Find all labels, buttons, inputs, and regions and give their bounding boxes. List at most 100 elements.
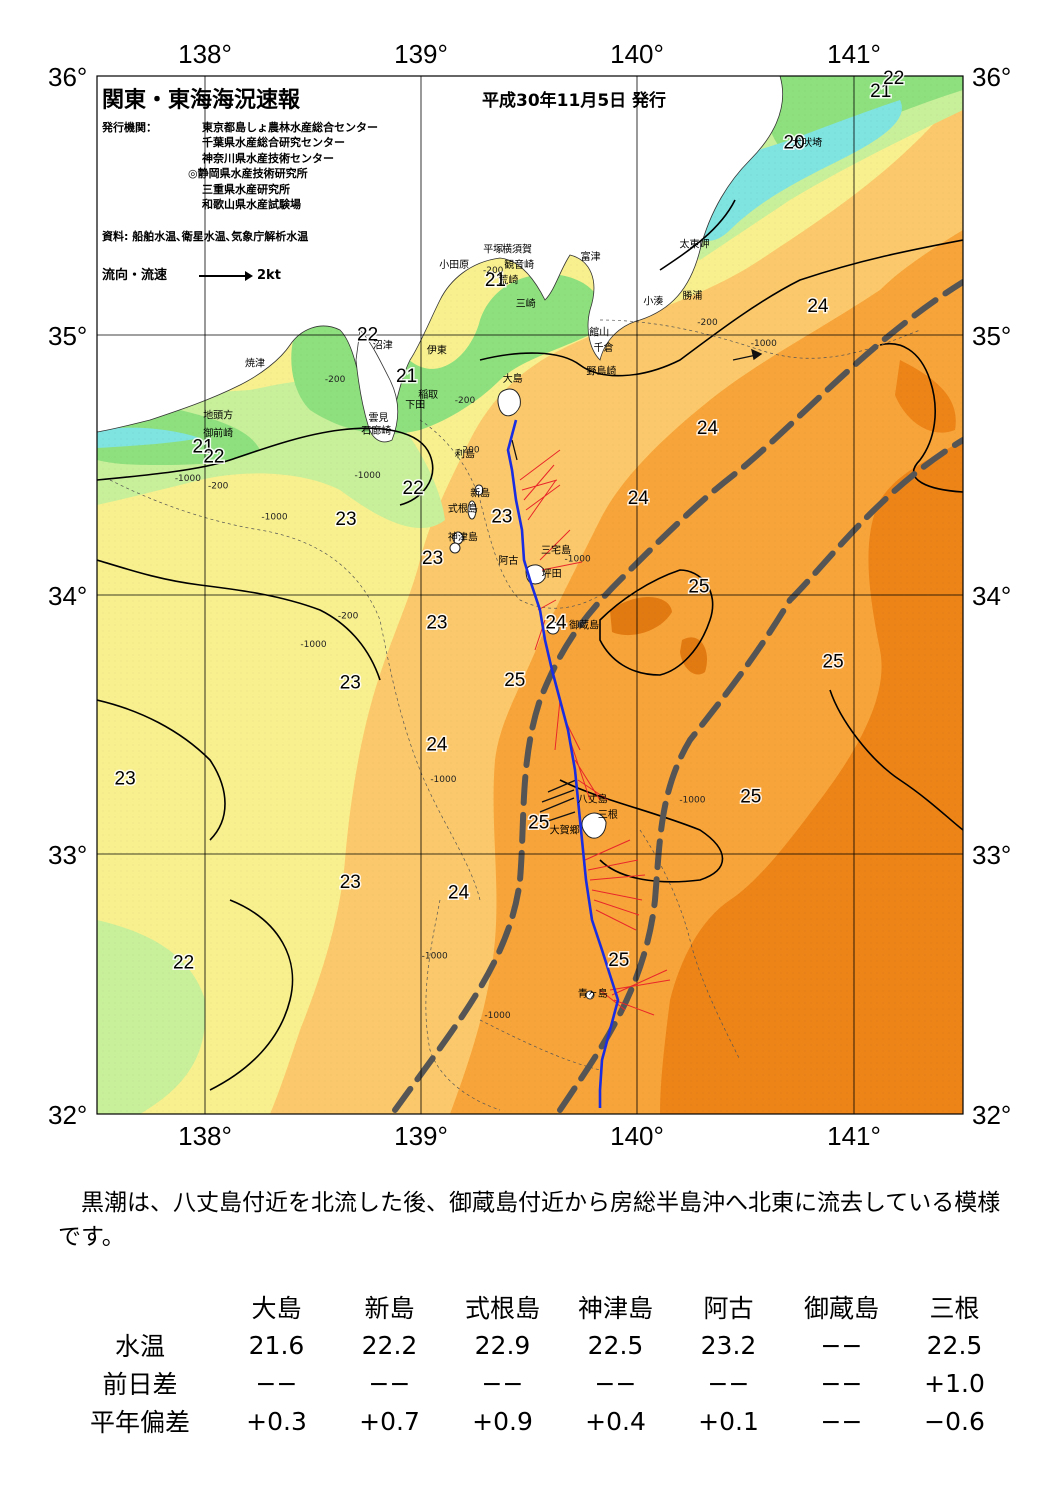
isotherm-label: 22 xyxy=(203,447,224,468)
lat-label: 34° xyxy=(972,581,1011,611)
place-name: 太東岬 xyxy=(680,237,710,250)
depth-label: -1000 xyxy=(422,951,448,961)
depth-label: -200 xyxy=(459,445,480,455)
depth-label: -1000 xyxy=(430,775,456,785)
place-name: 稲取 xyxy=(418,389,438,401)
place-name: 下田 xyxy=(405,400,425,411)
place-name: 阿古 xyxy=(498,554,518,567)
lat-label: 36° xyxy=(48,62,87,92)
lat-label: 32° xyxy=(972,1100,1011,1130)
island-kozushima xyxy=(449,542,461,554)
row-label: 平年偏差 xyxy=(89,1408,190,1437)
place-name: 大島 xyxy=(503,372,523,385)
depth-label: -200 xyxy=(455,396,476,406)
place-name: 雲見 xyxy=(369,412,389,424)
table-cell: 23.2 xyxy=(700,1330,757,1360)
place-name: 三崎 xyxy=(516,297,536,310)
lat-label: 35° xyxy=(48,321,87,351)
table-cell: 21.6 xyxy=(248,1330,305,1360)
lon-label: 139° xyxy=(394,1121,448,1151)
lat-label: 32° xyxy=(48,1100,87,1130)
place-name: 式根島 xyxy=(448,502,478,515)
legend-arrow-icon xyxy=(199,270,254,281)
isotherm-label: 24 xyxy=(426,735,448,756)
island-niijima xyxy=(467,500,477,520)
isotherm-label: 22 xyxy=(883,68,904,89)
isotherm-label: 25 xyxy=(504,670,525,691)
isotherm-label: 25 xyxy=(608,950,629,971)
publisher: ◎静岡県水産技術研究所 xyxy=(188,167,308,181)
place-name: 三根 xyxy=(598,808,618,821)
isotherm-label: 24 xyxy=(807,296,829,317)
place-name: 犬吠埼 xyxy=(792,136,822,149)
lon-labels-top: 138° 139° 140° 141° xyxy=(178,39,881,69)
place-name: 焼津 xyxy=(245,358,265,370)
sea-temperature-map: 138° 139° 140° 141° 138° 139° 140° 141° … xyxy=(48,39,1011,1151)
lon-label: 141° xyxy=(827,39,881,69)
table-cell: 22.5 xyxy=(926,1330,983,1360)
depth-label: -1000 xyxy=(751,339,777,349)
isotherm-label: 23 xyxy=(335,509,356,530)
depth-label: -1000 xyxy=(484,1011,510,1021)
isotherm-label: 24 xyxy=(697,418,719,439)
place-name: 御蔵島 xyxy=(569,619,599,632)
place-name: 三宅島 xyxy=(541,544,571,557)
isotherm-label: 23 xyxy=(340,872,361,893)
station-name: 阿古 xyxy=(703,1294,754,1323)
isotherm-label: 25 xyxy=(740,787,761,808)
isotherm-label: 22 xyxy=(357,325,378,346)
table-cell: −− xyxy=(820,1330,863,1360)
place-name: 小田原 xyxy=(439,259,469,271)
depth-labels: -200 -200 -1000 -200 -200 -1000 -1000 -200 -1000… xyxy=(175,266,777,1021)
table-cell: −− xyxy=(594,1368,637,1398)
table-cell: +0.4 xyxy=(585,1406,646,1436)
depth-label: -200 xyxy=(338,611,359,621)
lat-label: 33° xyxy=(972,840,1011,870)
island-mikurajima xyxy=(546,621,560,635)
lat-label: 33° xyxy=(48,840,87,870)
table-corner xyxy=(60,1288,220,1326)
place-name: 地頭方 xyxy=(203,409,233,422)
place-name: 新島 xyxy=(470,486,490,499)
place-name: 御前崎 xyxy=(203,427,233,440)
row-label: 前日差 xyxy=(102,1370,178,1399)
isotherm-label: 24 xyxy=(545,613,567,634)
depth-label: -1000 xyxy=(679,796,705,806)
island-oshima xyxy=(497,388,521,417)
legend-speed: 2kt xyxy=(257,268,281,283)
publisher: 三重県水産研究所 xyxy=(202,182,290,196)
isotherm-label: 23 xyxy=(115,768,136,789)
table-cell: −0.6 xyxy=(924,1406,985,1436)
place-name: 勝浦 xyxy=(682,289,702,302)
isotherm-label: 23 xyxy=(422,548,443,569)
summary-text: 黒潮は、八丈島付近を北流した後、御蔵島付近から房総半島沖へ北東に流去している模様… xyxy=(58,1190,1001,1250)
isotherm-label: 20 xyxy=(784,133,805,154)
legend-label: 流向・流速 xyxy=(102,268,168,283)
place-name: 青ヶ島 xyxy=(578,987,608,1000)
table-cell: +0.7 xyxy=(359,1406,420,1436)
station-name: 御蔵島 xyxy=(803,1294,879,1323)
graticule xyxy=(96,75,964,1115)
depth-label: -1000 xyxy=(355,471,381,481)
table-cell: +1.0 xyxy=(924,1368,985,1398)
station-name: 三根 xyxy=(929,1294,980,1323)
table-cell: −− xyxy=(707,1368,750,1398)
isotherm-lines xyxy=(97,199,963,1091)
depth-label: -200 xyxy=(208,482,229,492)
place-name: 小湊 xyxy=(643,294,663,307)
lat-labels-left: 36° 35° 34° 33° 32° xyxy=(48,62,87,1130)
place-name: 荒崎 xyxy=(498,274,518,287)
land-kanto xyxy=(97,76,784,433)
table-row: 前日差 −− −− −− −− −− −− +1.0 xyxy=(60,1364,1011,1402)
isotherm-label: 24 xyxy=(448,883,470,904)
lon-label: 138° xyxy=(178,39,232,69)
place-name: 伊東 xyxy=(427,344,447,357)
isotherm-label: 22 xyxy=(173,953,194,974)
place-name: 石廊崎 xyxy=(361,424,391,437)
kuroshio-axis xyxy=(392,279,963,1113)
current-legend: 流向・流速 2kt xyxy=(102,264,281,283)
flow-arrows-black xyxy=(511,348,763,823)
ship-track xyxy=(506,419,620,1108)
depth-label: -200 xyxy=(483,266,504,276)
publisher: 神奈川県水産技術センター xyxy=(202,151,334,165)
